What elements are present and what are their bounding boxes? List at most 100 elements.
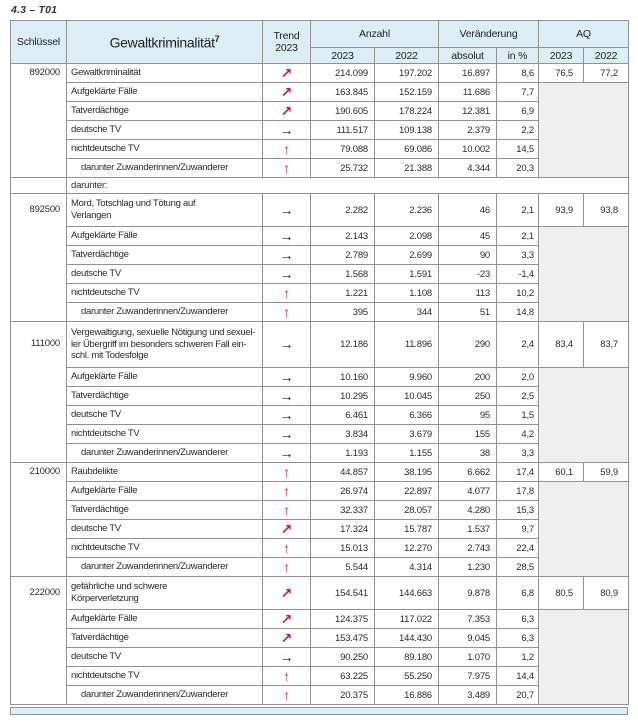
change-percent-cell: 15,3 [496,500,539,520]
count-2022-cell: 21.388 [374,158,439,178]
change-percent-cell: 6,3 [496,609,539,629]
count-2022-cell: 22.897 [374,481,439,501]
trend-up-right-arrow-icon: ↗ [280,629,293,646]
count-2022-cell: 144.430 [374,628,439,648]
change-percent-cell: 10,2 [496,283,539,303]
offense-label-cell: darunter Zuwanderinnen/Zuwanderer [66,302,263,322]
trend-cell: → [262,443,311,463]
key-cell: 222000 [10,576,67,705]
aq-2022-cell: 93,8 [583,193,629,227]
aq-2022-cell: 83,7 [583,321,629,368]
trend-cell: → [262,647,311,667]
col-header-aq-2023: 2023 [538,47,584,64]
trend-cell: → [262,245,311,265]
offense-label-cell: Mord, Totschlag und Tötung auf Verlangen [66,193,263,227]
change-absolute-cell: 7.353 [438,609,497,629]
trend-up-right-arrow-icon: ↗ [280,83,293,100]
aq-merged-cell [538,367,629,463]
trend-cell: ↑ [262,302,311,322]
table-row: deutsche TV → 6.461 6.366 95 1,5 [11,405,629,425]
trend-cell: ↑ [262,139,311,159]
offense-label-cell: Vergewaltigung, sexuelle Nötigung und se… [66,321,263,368]
count-2023-cell: 111.517 [310,120,375,140]
count-2022-cell: 15.787 [374,519,439,539]
table-row: Tatverdächtige ↑ 32.337 28.057 4.280 15,3 [11,500,629,520]
trend-cell: ↑ [262,481,311,501]
change-percent-cell: 7,7 [496,82,539,102]
count-2022-cell: 16.886 [374,685,439,705]
count-2023-cell: 1.221 [310,283,375,303]
change-percent-cell: -1,4 [496,264,539,284]
offense-label-cell: Tatverdächtige [66,245,263,265]
change-absolute-cell: 4.280 [438,500,497,520]
aq-merged-cell [538,481,629,577]
table-row: nichtdeutsche TV ↑ 79.088 69.086 10.002 14,5 [11,139,629,159]
change-absolute-cell: 10.002 [438,139,497,159]
change-absolute-cell: 38 [438,443,497,463]
table-row: deutsche TV → 1.568 1.591 -23 -1,4 [11,264,629,284]
change-absolute-cell: 90 [438,245,497,265]
table-row: Aufgeklärte Fälle ↗ 124.375 117.022 7.353 6,3 [11,609,629,705]
offense-label-cell: nichtdeutsche TV [66,538,263,558]
offense-label-cell: Tatverdächtige [66,500,263,520]
trend-cell: → [262,367,311,387]
count-2023-cell: 163.845 [310,82,375,102]
count-2023-cell: 395 [310,302,375,322]
offense-label-cell: Tatverdächtige [66,101,263,121]
table-title: Gewaltkriminalität7 [66,20,263,64]
change-percent-cell: 4,2 [496,424,539,444]
change-percent-cell: 20,7 [496,685,539,705]
count-2023-cell: 26.974 [310,481,375,501]
header-row-years: 2023 2022 absolut in % 2023 2022 [11,47,629,64]
count-2022-cell: 1.155 [374,443,439,463]
offense-label-cell: darunter Zuwanderinnen/Zuwanderer [66,443,263,463]
aq-merged-cell [538,82,629,178]
trend-right-arrow-icon: → [279,406,294,423]
table-title-text: Gewaltkriminalität [109,34,215,51]
trend-cell: ↗ [262,576,311,610]
count-2023-cell: 2.282 [310,193,375,227]
count-2022-cell: 11.896 [374,321,439,368]
change-percent-cell: 2,4 [496,321,539,368]
col-header-schluessel: Schlüssel [10,20,67,64]
aq-2023-cell: 83,4 [538,321,584,368]
trend-right-arrow-icon: → [279,425,294,442]
count-2023-cell: 1.193 [310,443,375,463]
count-2023-cell: 214.099 [310,63,375,83]
count-2022-cell: 28.057 [374,500,439,520]
change-percent-cell: 6,8 [496,576,539,610]
trend-cell: ↑ [262,557,311,577]
count-2023-cell: 124.375 [310,609,375,629]
aq-2023-cell: 80,5 [538,576,584,610]
trend-cell: ↑ [262,462,311,482]
aq-merged-cell [538,609,629,705]
trend-right-arrow-icon: → [279,201,294,218]
count-2023-cell: 153.475 [310,628,375,648]
change-absolute-cell: 155 [438,424,497,444]
count-2022-cell: 2.236 [374,193,439,227]
offense-label-cell: Aufgeklärte Fälle [66,82,263,102]
footer-bar [10,707,628,715]
trend-up-arrow-icon: ↑ [283,284,290,301]
offense-label-cell: deutsche TV [66,647,263,667]
trend-cell: ↗ [262,63,311,83]
trend-up-right-arrow-icon: ↗ [280,64,293,81]
count-2022-cell: 69.086 [374,139,439,159]
change-absolute-cell: 1.537 [438,519,497,539]
trend-right-arrow-icon: → [279,121,294,138]
offense-label-cell: Tatverdächtige [66,628,263,648]
trend-cell: → [262,226,311,246]
trend-right-arrow-icon: → [279,227,294,244]
change-percent-cell: 2,1 [496,193,539,227]
trend-up-arrow-icon: ↑ [283,140,290,157]
count-2023-cell: 25.732 [310,158,375,178]
change-percent-cell: 3,3 [496,245,539,265]
offense-label-cell: Gewaltkriminalität [66,63,263,83]
trend-cell: ↑ [262,158,311,178]
change-absolute-cell: 16.897 [438,63,497,83]
trend-up-arrow-icon: ↑ [283,667,290,684]
offense-label-cell: darunter Zuwanderinnen/Zuwanderer [66,685,263,705]
table-row: Tatverdächtige → 10.295 10.045 250 2,5 [11,386,629,406]
change-percent-cell: 3,3 [496,443,539,463]
change-absolute-cell: 95 [438,405,497,425]
